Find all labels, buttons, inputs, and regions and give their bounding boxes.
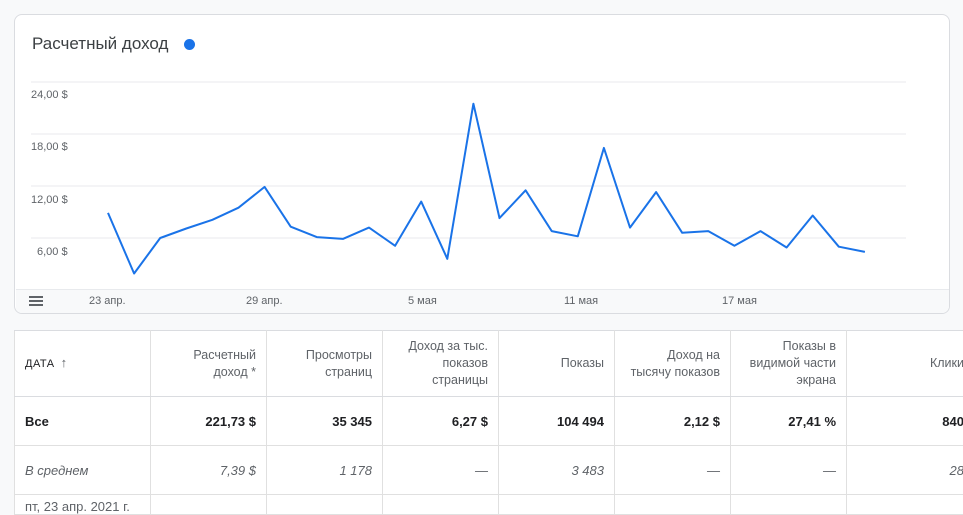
x-axis-strip: 23 апр. 29 апр. 5 мая 11 мая 17 мая: [16, 289, 950, 313]
cell-avg-page-rpm: —: [383, 446, 499, 495]
arrow-up-icon: ↑: [61, 354, 68, 371]
table-row: пт, 23 апр. 2021 г.: [15, 495, 963, 515]
column-header-active-view[interactable]: Показы в видимой части экрана: [731, 331, 847, 397]
cell-total-page-rpm: 6,27 $: [383, 397, 499, 446]
column-header-revenue[interactable]: Расчетный доход *: [151, 331, 267, 397]
cell-total-label: Все: [15, 397, 151, 446]
cell-total-revenue: 221,73 $: [151, 397, 267, 446]
cell-date: пт, 23 апр. 2021 г.: [15, 495, 151, 515]
revenue-chart-card: Расчетный доход 24,00 $ 18,00 $ 12,00 $ …: [14, 14, 950, 314]
cell-avg-revenue: 7,39 $: [151, 446, 267, 495]
column-header-page-rpm[interactable]: Доход за тыс. показов страницы: [383, 331, 499, 397]
table-header-row: ДАТА↑ Расчетный доход * Просмотры страни…: [15, 331, 963, 397]
cell-total-impression-rpm: 2,12 $: [615, 397, 731, 446]
cell-avg-active-view: —: [731, 446, 847, 495]
menu-icon[interactable]: [29, 296, 43, 307]
x-tick-label: 17 мая: [722, 295, 757, 307]
column-header-impressions[interactable]: Показы: [499, 331, 615, 397]
column-header-clicks[interactable]: Клики: [847, 331, 963, 397]
x-tick-label: 29 апр.: [246, 295, 283, 307]
x-tick-label: 23 апр.: [89, 295, 126, 307]
report-table: ДАТА↑ Расчетный доход * Просмотры страни…: [14, 330, 963, 515]
cell-avg-impression-rpm: —: [615, 446, 731, 495]
revenue-series-line[interactable]: [108, 104, 865, 274]
cell-avg-pageviews: 1 178: [267, 446, 383, 495]
x-tick-label: 5 мая: [408, 295, 437, 307]
x-tick-label: 11 мая: [564, 295, 598, 307]
cell-avg-clicks: 28: [847, 446, 963, 495]
revenue-line-chart: [15, 15, 950, 291]
cell-avg-label: В среднем: [15, 446, 151, 495]
cell-total-active-view: 27,41 %: [731, 397, 847, 446]
table-row-total: Все 221,73 $ 35 345 6,27 $ 104 494 2,12 …: [15, 397, 963, 446]
column-header-impression-rpm[interactable]: Доход на тысячу показов: [615, 331, 731, 397]
cell-total-pageviews: 35 345: [267, 397, 383, 446]
cell-avg-impressions: 3 483: [499, 446, 615, 495]
column-header-pageviews[interactable]: Просмотры страниц: [267, 331, 383, 397]
cell-total-clicks: 840: [847, 397, 963, 446]
table-row-average: В среднем 7,39 $ 1 178 — 3 483 — — 28: [15, 446, 963, 495]
cell-total-impressions: 104 494: [499, 397, 615, 446]
column-header-date[interactable]: ДАТА↑: [15, 331, 151, 397]
